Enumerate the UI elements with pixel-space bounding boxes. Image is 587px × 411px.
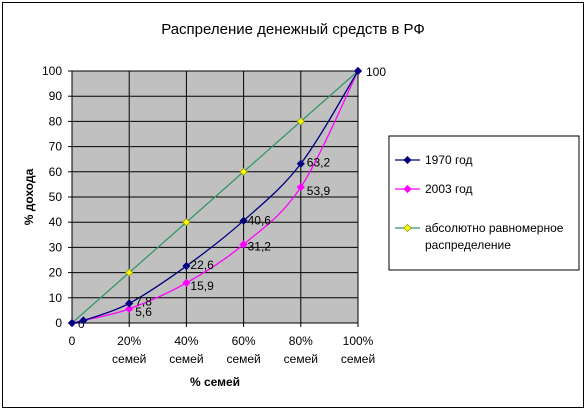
legend-item: абсолютно равномерное распределение bbox=[395, 221, 564, 252]
series-0: 7,8 22,6 40,6 63,2 bbox=[67, 66, 363, 328]
y-tick-label: 30 bbox=[49, 240, 63, 254]
x-tick-label: семей bbox=[226, 352, 260, 366]
legend-label: 2003 год bbox=[425, 182, 473, 196]
y-axis-title: % дохода bbox=[22, 168, 36, 225]
legend-marker bbox=[403, 184, 412, 194]
data-point bbox=[182, 261, 191, 271]
legend-label: распределение bbox=[425, 238, 511, 252]
data-point bbox=[125, 299, 134, 308]
x-tick-label: семей bbox=[284, 352, 318, 366]
data-label: 5,6 bbox=[135, 305, 152, 319]
data-label: 15,9 bbox=[190, 279, 214, 293]
data-point bbox=[296, 117, 305, 126]
data-point bbox=[67, 318, 77, 328]
y-tick-label: 50 bbox=[49, 190, 63, 204]
legend: 1970 год 2003 год абсолютно равномерное рас… bbox=[388, 135, 580, 271]
x-tick-label: 80% bbox=[289, 334, 313, 348]
data-point bbox=[125, 268, 134, 277]
x-tick-label: 100% bbox=[343, 334, 374, 348]
legend-label: абсолютно равномерное bbox=[425, 221, 564, 235]
x-tick-label: семей bbox=[341, 352, 375, 366]
data-label: 22,6 bbox=[190, 258, 214, 272]
data-point bbox=[182, 218, 191, 227]
data-point bbox=[239, 167, 248, 176]
legend-box bbox=[388, 135, 580, 271]
data-label: 53,9 bbox=[307, 184, 331, 198]
data-point bbox=[353, 66, 363, 76]
x-tick-label: 20% bbox=[117, 334, 141, 348]
legend-marker bbox=[403, 223, 412, 233]
y-tick-label: 60 bbox=[49, 165, 63, 179]
data-label: 31,2 bbox=[248, 239, 272, 253]
legend-item: 1970 год bbox=[395, 153, 473, 167]
y-tick-label: 40 bbox=[49, 215, 63, 229]
data-label: 40,6 bbox=[248, 214, 272, 228]
legend-marker bbox=[403, 155, 412, 165]
x-tick-label: семей bbox=[169, 352, 203, 366]
y-tick-label: 0 bbox=[55, 316, 62, 330]
data-point bbox=[296, 159, 305, 168]
data-label: 0 bbox=[78, 317, 85, 331]
data-point bbox=[79, 316, 88, 325]
x-axis-title: % семей bbox=[190, 375, 240, 389]
legend-label: 1970 год bbox=[425, 153, 473, 167]
legend-item: 2003 год bbox=[395, 182, 473, 196]
x-tick-label: 40% bbox=[174, 334, 198, 348]
y-tick-label: 10 bbox=[49, 291, 63, 305]
x-tick-label: 0 bbox=[69, 334, 76, 348]
y-tick-label: 100 bbox=[42, 64, 62, 78]
data-point bbox=[125, 304, 134, 313]
y-tick-label: 80 bbox=[49, 114, 63, 128]
data-point bbox=[296, 183, 305, 192]
data-label: 7,8 bbox=[135, 294, 152, 308]
y-tick-label: 20 bbox=[49, 266, 63, 280]
data-point bbox=[182, 278, 191, 287]
y-tick-label: 90 bbox=[49, 89, 63, 103]
series-2: 0 100 bbox=[67, 65, 386, 331]
chart-title: Распреление денежный средств в РФ bbox=[161, 21, 425, 38]
x-tick-label: семей bbox=[112, 352, 146, 366]
data-label: 63,2 bbox=[307, 156, 331, 170]
x-tick-label: 60% bbox=[232, 334, 256, 348]
data-point bbox=[239, 240, 248, 249]
y-tick-label: 70 bbox=[49, 140, 63, 154]
data-label: 100 bbox=[366, 65, 386, 79]
data-point bbox=[239, 216, 248, 225]
